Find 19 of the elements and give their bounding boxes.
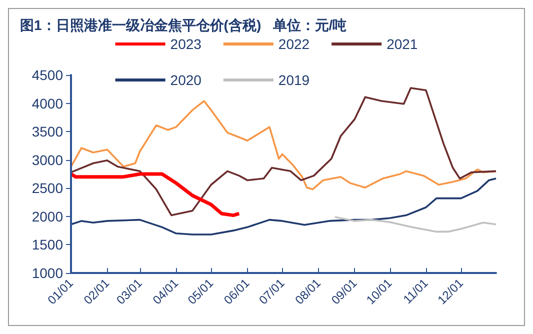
y-tick-label: 4000 (32, 95, 64, 112)
legend-label: 2021 (386, 36, 418, 52)
legend-label: 2020 (170, 72, 202, 88)
y-tick-label: 2000 (32, 208, 64, 224)
y-tick-label: 2500 (32, 180, 64, 196)
line-series (334, 216, 497, 233)
line-series (70, 178, 497, 236)
legend-label: 2023 (170, 36, 202, 52)
legend-label: 2022 (278, 36, 310, 52)
chart-title: 图1：日照港准一级冶金焦平仓价(含税) 单位：元/吨 (20, 17, 347, 33)
y-tick-label: 4500 (32, 67, 64, 83)
y-tick-label: 3000 (32, 152, 64, 168)
y-tick-label: 1000 (32, 265, 64, 281)
y-tick-label: 3500 (32, 124, 64, 140)
line-series (69, 172, 241, 218)
line-series (70, 100, 497, 190)
legend-label: 2019 (278, 72, 310, 88)
y-tick-label: 1500 (32, 236, 64, 253)
line-series (70, 87, 497, 216)
